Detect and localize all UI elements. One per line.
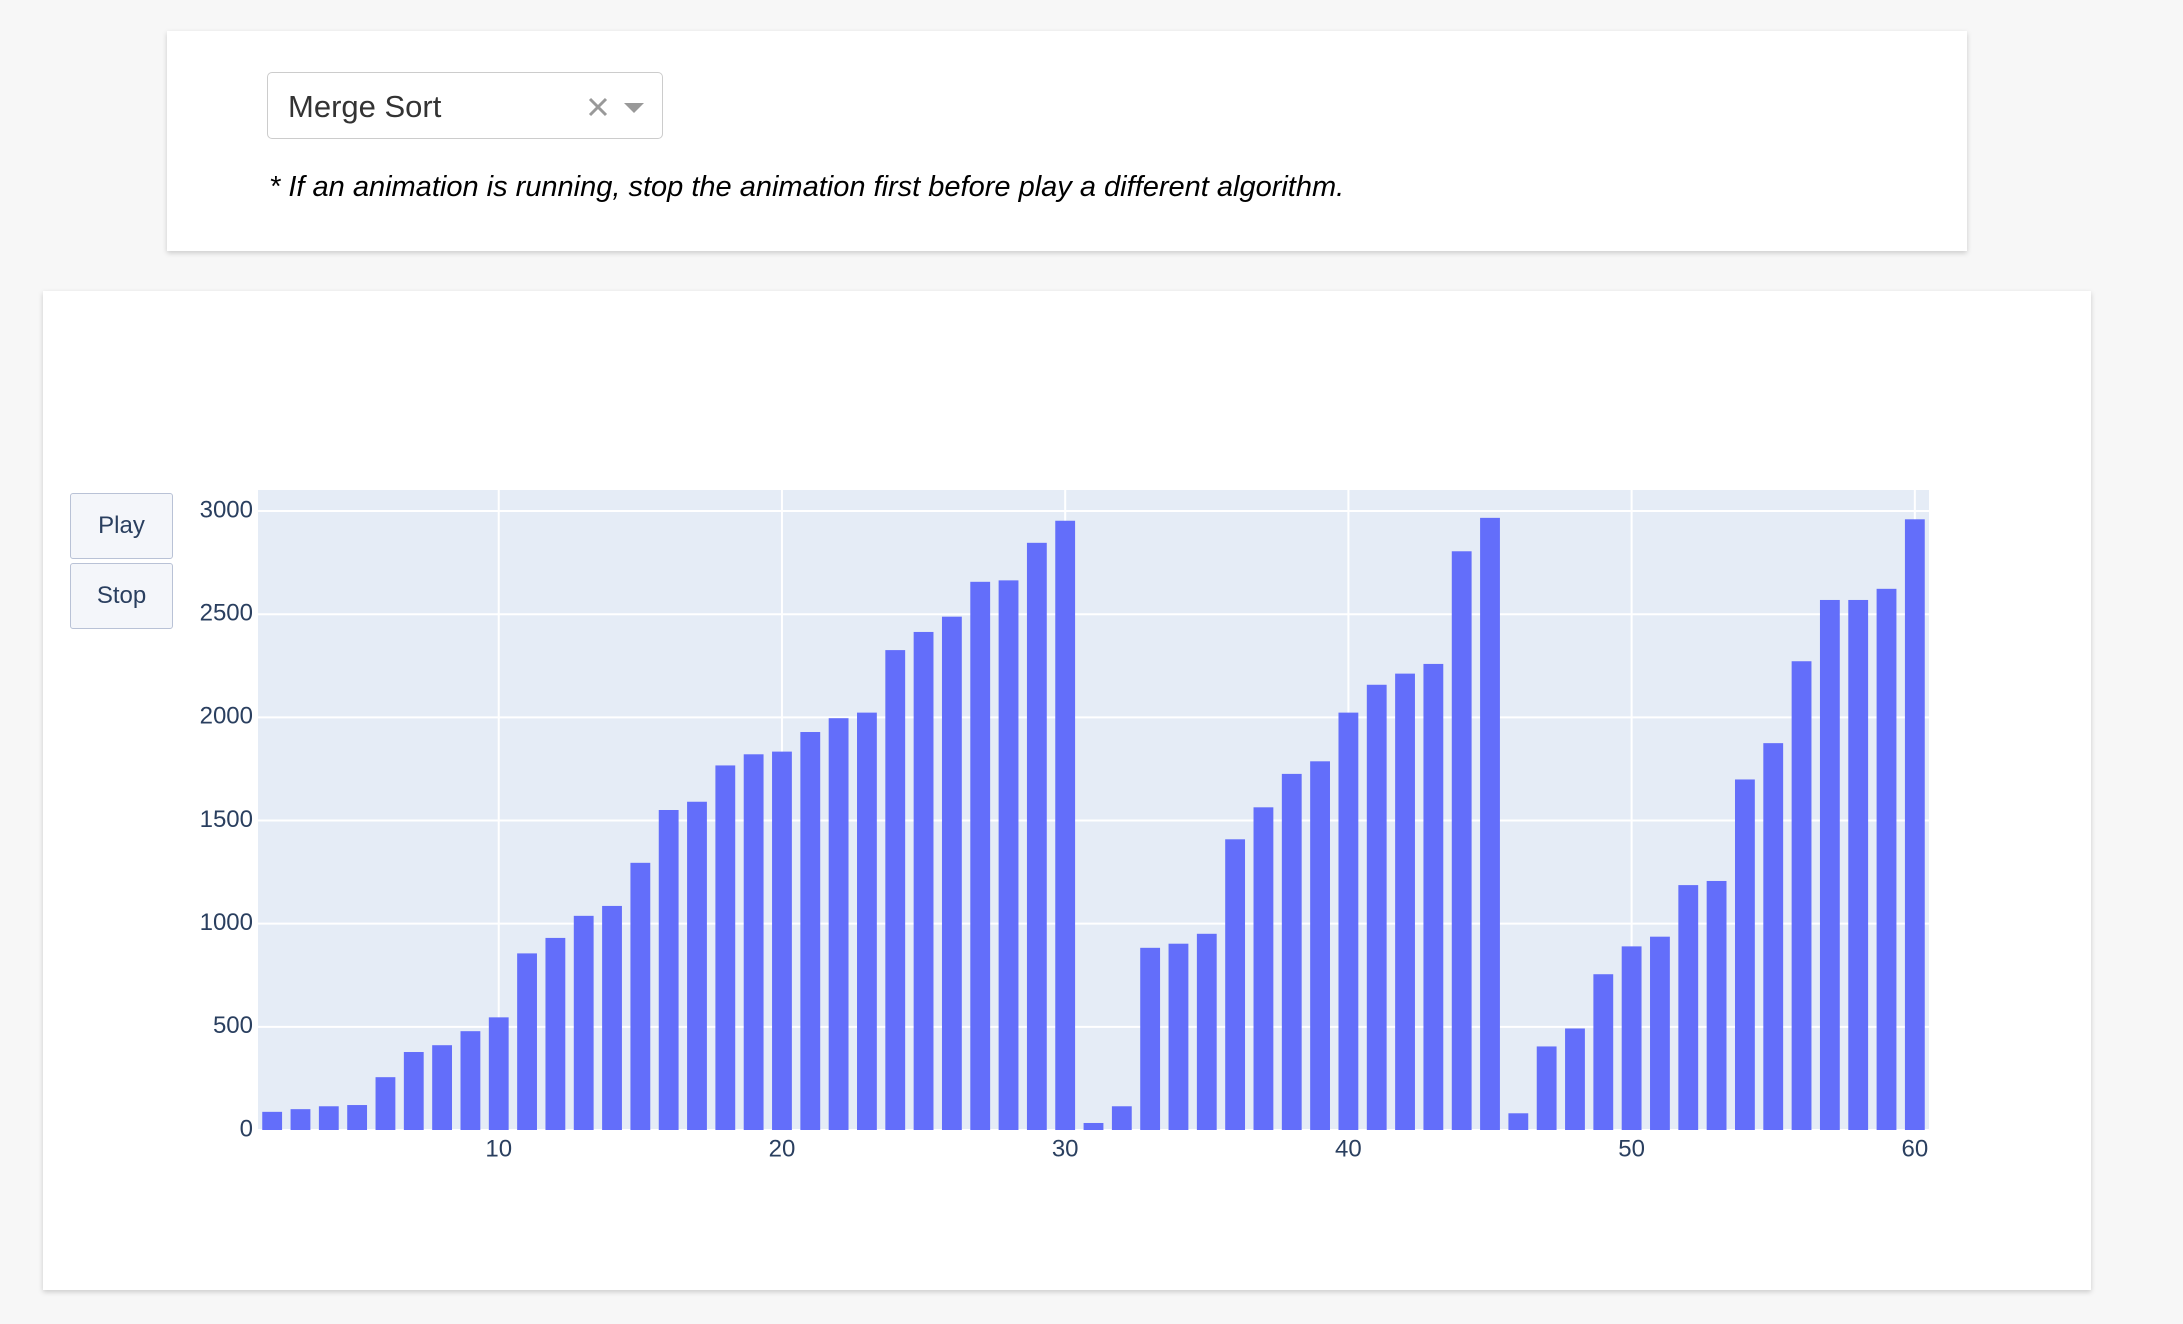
bar — [1111, 1106, 1132, 1130]
bar — [1678, 885, 1699, 1130]
bar — [1650, 936, 1670, 1130]
bar — [1791, 661, 1812, 1130]
x-tick-label: 30 — [1052, 1135, 1079, 1162]
bar — [1593, 974, 1614, 1130]
bar — [1848, 599, 1869, 1130]
bar — [687, 801, 707, 1130]
bar — [1140, 947, 1161, 1130]
bar — [885, 650, 906, 1130]
algorithm-dropdown[interactable]: Merge Sort — [267, 72, 663, 139]
bar — [460, 1031, 481, 1130]
y-tick-label: 2000 — [200, 703, 253, 730]
bar — [1026, 542, 1047, 1130]
bar — [1508, 1113, 1529, 1130]
bar — [1083, 1122, 1104, 1130]
note: * If an animation is running, stop the a… — [269, 171, 1345, 203]
dropdown-value: Merge Sort — [288, 89, 442, 124]
dropdown-icons — [588, 97, 644, 117]
bar — [857, 712, 877, 1130]
bar — [1281, 773, 1302, 1130]
bar — [403, 1052, 424, 1130]
bar — [1366, 684, 1387, 1130]
y-tick-label: 1500 — [200, 806, 253, 833]
bar — [1706, 880, 1727, 1130]
x-tick-label: 20 — [769, 1135, 796, 1162]
x-tick-label: 40 — [1335, 1135, 1362, 1162]
bar — [545, 937, 566, 1130]
bar — [318, 1106, 339, 1130]
bar — [1876, 588, 1897, 1130]
bar — [573, 915, 594, 1130]
bar — [1423, 663, 1444, 1130]
y-tick-label: 2500 — [200, 600, 253, 627]
bar — [432, 1045, 453, 1130]
bar — [602, 905, 622, 1130]
bar — [800, 732, 821, 1130]
bar — [1734, 779, 1755, 1130]
x-tick-label: 10 — [485, 1135, 512, 1162]
y-tick-label: 500 — [213, 1012, 253, 1039]
bar — [375, 1077, 396, 1130]
y-tick-label: 3000 — [200, 496, 253, 523]
bar — [998, 580, 1019, 1130]
bar — [630, 862, 651, 1130]
bar — [262, 1111, 283, 1130]
bar — [1480, 517, 1500, 1130]
bar — [1621, 946, 1642, 1130]
y-tick-label: 0 — [240, 1115, 253, 1142]
bar — [715, 765, 736, 1130]
bar — [1225, 839, 1246, 1130]
bar — [658, 810, 679, 1130]
play-button[interactable]: Play — [70, 493, 173, 559]
bar — [1196, 933, 1217, 1130]
bar — [347, 1105, 368, 1130]
x-tick-label: 50 — [1618, 1135, 1645, 1162]
bar — [1451, 551, 1472, 1130]
x-tick-label: 60 — [1901, 1135, 1928, 1162]
bar — [517, 953, 537, 1130]
bar — [1168, 943, 1189, 1130]
bar — [1565, 1028, 1585, 1130]
bar — [1819, 599, 1840, 1130]
bar — [488, 1017, 509, 1130]
bar — [1310, 761, 1330, 1130]
bar — [1904, 519, 1925, 1130]
y-tick-label: 1000 — [200, 909, 253, 936]
bar — [941, 616, 962, 1130]
bar — [743, 754, 764, 1130]
control-card: Merge Sort * If an animation is running,… — [167, 31, 1967, 251]
bar — [913, 631, 934, 1130]
bar — [1536, 1046, 1557, 1130]
bar — [1253, 807, 1274, 1130]
bar — [290, 1109, 311, 1130]
bar — [970, 581, 991, 1130]
chart-card: 0 500 1000 1500 2000 2500 3000 10 20 30 40 50 60 Pla… — [43, 291, 2091, 1290]
chart: 0 500 1000 1500 2000 2500 3000 10 20 30 40 50 60 — [200, 490, 1929, 1162]
bar — [1395, 673, 1415, 1130]
bar — [772, 751, 792, 1130]
stop-button[interactable]: Stop — [70, 563, 173, 629]
bar — [828, 718, 849, 1130]
bar — [1763, 743, 1784, 1130]
bar — [1055, 520, 1076, 1130]
bar — [1338, 712, 1359, 1130]
